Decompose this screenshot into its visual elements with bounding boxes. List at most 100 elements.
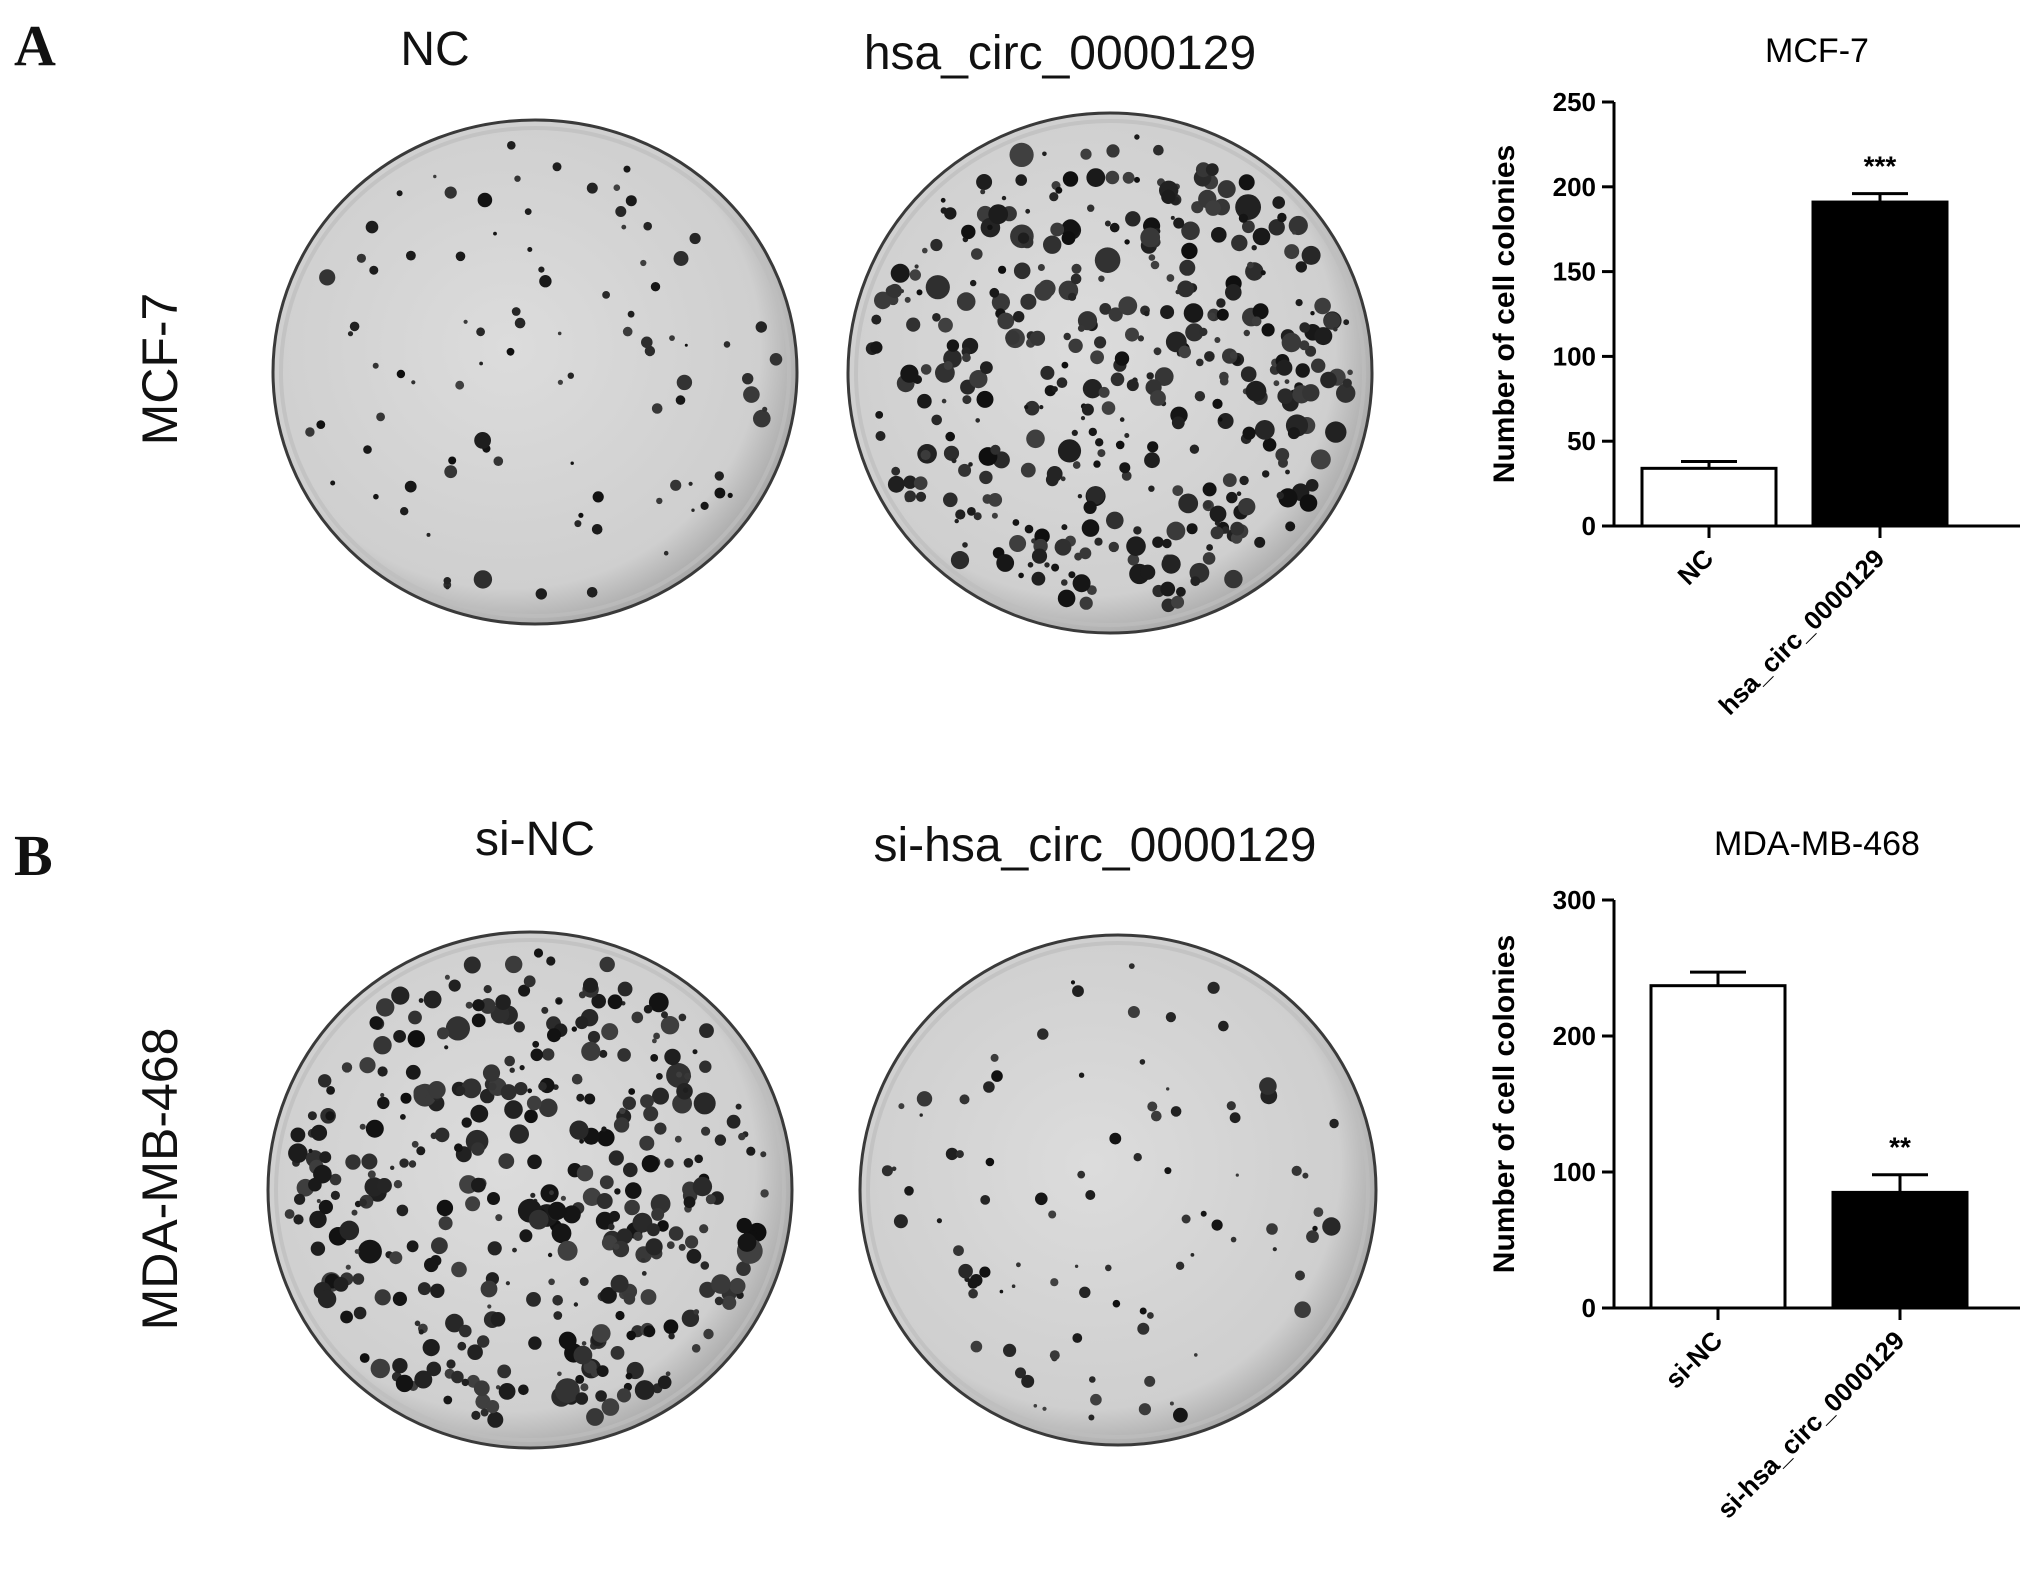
colony-dot [615, 206, 627, 217]
colony-dot [307, 1111, 317, 1121]
colony-dot [596, 1365, 609, 1377]
colony-dot [967, 507, 976, 516]
colony-dot [553, 1311, 563, 1320]
colony-dot [571, 1073, 583, 1085]
colony-dot [1133, 526, 1142, 535]
colony-dot [1231, 234, 1248, 252]
colony-dot [1050, 1278, 1059, 1287]
colony-dot [940, 197, 946, 203]
culture-plate [271, 118, 799, 626]
colony-dot [542, 1048, 555, 1061]
colony-dot [705, 1194, 716, 1205]
colony-dot [463, 319, 468, 324]
colony-dot [686, 1248, 702, 1264]
colony-dot [406, 1240, 419, 1253]
colony-dot [427, 1081, 446, 1099]
colony-dot [607, 994, 623, 1010]
colony-dot [691, 1344, 701, 1353]
colony-dot [530, 1048, 544, 1062]
colony-dot [294, 1193, 306, 1205]
category-label: hsa_circ_0000129 [1713, 543, 1891, 721]
colony-dot [1071, 263, 1082, 274]
colony-dot [345, 1154, 361, 1170]
colony-dot [431, 1237, 448, 1255]
colony-dot [989, 287, 1000, 298]
colony-dot [941, 398, 947, 404]
colony-dot [626, 1330, 636, 1341]
colony-dot [505, 955, 523, 974]
colony-dot [1247, 261, 1254, 269]
colony-dot [339, 1220, 360, 1241]
colony-dot [723, 341, 731, 348]
colony-dot [643, 1106, 659, 1122]
colony-dot [1243, 329, 1250, 337]
colony-dot [547, 1028, 561, 1043]
colony-dot [376, 998, 395, 1017]
colony-dot [1284, 379, 1290, 384]
colony-dot [1094, 537, 1103, 546]
plate-label-nc: NC [400, 23, 470, 76]
colony-dot [535, 588, 547, 600]
colony-dot [580, 1383, 589, 1392]
colony-dot [539, 275, 552, 288]
colony-dot [1083, 500, 1097, 514]
colony-dot [932, 313, 941, 322]
colony-dot [487, 1241, 502, 1256]
colony-dot [1281, 332, 1302, 353]
colony-dot [664, 1048, 681, 1066]
colony-dot [1109, 1132, 1122, 1145]
colony-dot [1005, 330, 1020, 345]
colony-dot [356, 253, 366, 263]
colony-dot [451, 1370, 464, 1384]
colony-dot [459, 1324, 472, 1338]
colony-dot [392, 1291, 407, 1306]
colony-dot [463, 956, 481, 974]
colony-dot [1134, 176, 1140, 183]
colony-dot [945, 431, 955, 442]
colony-dot [608, 1223, 615, 1231]
colony-dot [1080, 416, 1086, 421]
colony-dot [418, 998, 424, 1003]
colony-dot [1125, 211, 1141, 227]
colony-dot [1003, 1343, 1017, 1357]
colony-dot [1140, 227, 1161, 248]
colony-dot [685, 1235, 699, 1249]
colony-dot [592, 1324, 611, 1343]
plate-image-hsa-circ [846, 111, 1374, 635]
colony-dot [1343, 319, 1350, 326]
colony-dot [359, 1353, 370, 1363]
colony-dot [480, 1280, 498, 1298]
colony-dot [1068, 292, 1077, 301]
colony-dot [461, 1078, 482, 1099]
colony-dot [1216, 308, 1229, 321]
colony-dot [1033, 1404, 1038, 1408]
colony-dot [599, 1049, 608, 1058]
colony-dot [1254, 536, 1266, 548]
colony-dot [455, 1085, 466, 1096]
colony-dot [987, 224, 993, 230]
colony-dot [676, 1071, 683, 1078]
colony-dot [1106, 144, 1120, 158]
colony-dot [373, 493, 379, 500]
colony-dot [1152, 536, 1164, 548]
colony-dot [1275, 448, 1290, 462]
colony-dot [1190, 576, 1201, 587]
colony-dot [473, 570, 493, 589]
colony-dot [1259, 1077, 1277, 1095]
colony-dot [1061, 361, 1069, 369]
colony-dot [956, 292, 976, 311]
colony-dot [495, 1214, 503, 1222]
colony-dot [1217, 180, 1236, 199]
colony-dot [573, 1302, 579, 1307]
colony-dot [622, 326, 633, 337]
y-axis-title: Number of cell colonies [1488, 145, 1521, 483]
colony-dot [380, 1093, 385, 1098]
colony-dot [641, 1271, 647, 1276]
colony-dot [1146, 372, 1154, 380]
colony-dot [1238, 498, 1256, 516]
colony-dot [1124, 239, 1130, 245]
colony-dot [600, 1287, 617, 1304]
colony-dot [1235, 1173, 1239, 1177]
category-label: si-hsa_circ_0000129 [1711, 1325, 1910, 1524]
colony-dot [599, 1175, 614, 1190]
